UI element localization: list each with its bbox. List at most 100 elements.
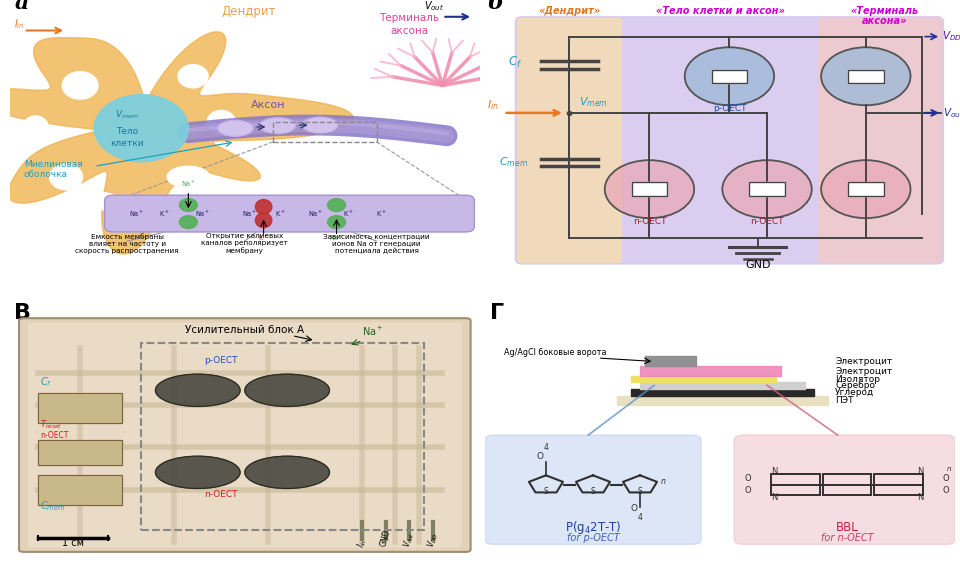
Text: Изолятор: Изолятор xyxy=(835,375,880,384)
Text: O: O xyxy=(943,474,949,483)
Circle shape xyxy=(821,47,910,105)
FancyBboxPatch shape xyxy=(105,195,474,232)
Bar xyxy=(848,182,884,196)
Text: ПЭТ: ПЭТ xyxy=(835,396,853,405)
FancyBboxPatch shape xyxy=(516,17,944,264)
Text: K$^+$: K$^+$ xyxy=(258,233,269,243)
Ellipse shape xyxy=(260,118,296,133)
Circle shape xyxy=(722,160,812,218)
Ellipse shape xyxy=(50,164,83,190)
Ellipse shape xyxy=(180,199,198,211)
Text: N: N xyxy=(917,467,924,476)
Bar xyxy=(37,440,123,465)
Bar xyxy=(37,393,123,423)
Text: Терминаль: Терминаль xyxy=(379,14,440,23)
Bar xyxy=(37,440,123,465)
Text: K$^+$: K$^+$ xyxy=(375,208,387,219)
Text: Углерод: Углерод xyxy=(835,388,875,397)
Text: for n-OECT: for n-OECT xyxy=(821,533,874,543)
Text: клетки: клетки xyxy=(110,140,144,149)
FancyBboxPatch shape xyxy=(29,323,461,547)
Text: Миелиновая
оболочка: Миелиновая оболочка xyxy=(24,159,83,179)
Circle shape xyxy=(605,160,694,218)
Ellipse shape xyxy=(327,199,346,211)
FancyBboxPatch shape xyxy=(485,435,701,545)
Ellipse shape xyxy=(180,216,198,228)
Text: Дендрит: Дендрит xyxy=(221,5,276,18)
Bar xyxy=(848,69,884,83)
Bar xyxy=(749,182,785,196)
Text: n-OECT: n-OECT xyxy=(204,490,238,499)
Text: n-OECT: n-OECT xyxy=(40,431,68,440)
Ellipse shape xyxy=(304,119,336,132)
Ellipse shape xyxy=(207,110,235,134)
Ellipse shape xyxy=(156,374,240,406)
Ellipse shape xyxy=(218,120,253,136)
Ellipse shape xyxy=(327,216,346,228)
Text: p-OECT: p-OECT xyxy=(712,104,746,113)
Ellipse shape xyxy=(94,94,188,162)
Ellipse shape xyxy=(167,166,209,188)
Text: «Дендрит»: «Дендрит» xyxy=(539,6,601,16)
Text: S: S xyxy=(543,487,548,496)
Text: O: O xyxy=(631,504,637,513)
Text: Ag/AgCl боковые ворота: Ag/AgCl боковые ворота xyxy=(504,349,607,358)
Text: $V_{mem}$: $V_{mem}$ xyxy=(579,95,608,109)
Text: Открытие калиевых
каналов реполяризует
мембрану: Открытие калиевых каналов реполяризует м… xyxy=(202,233,288,254)
Ellipse shape xyxy=(245,374,329,406)
Ellipse shape xyxy=(156,456,240,489)
Text: Na$^+$: Na$^+$ xyxy=(129,208,144,219)
Bar xyxy=(37,475,123,505)
Text: Электроцит: Электроцит xyxy=(835,357,893,366)
Bar xyxy=(848,69,884,83)
Text: BBL: BBL xyxy=(835,521,858,534)
Text: Электроцит: Электроцит xyxy=(835,367,893,376)
Text: Na$^+$: Na$^+$ xyxy=(180,179,196,189)
Text: P(g$_4$2T-T): P(g$_4$2T-T) xyxy=(564,519,621,536)
Text: «Терминаль: «Терминаль xyxy=(851,6,919,16)
Text: $C_{mem}$: $C_{mem}$ xyxy=(499,155,528,168)
Text: Na$^+$: Na$^+$ xyxy=(363,324,384,338)
Text: $I_{in}$: $I_{in}$ xyxy=(487,98,499,112)
Text: $V_{out}$: $V_{out}$ xyxy=(943,107,960,120)
Text: K$^+$: K$^+$ xyxy=(343,208,353,219)
Ellipse shape xyxy=(62,72,98,99)
Polygon shape xyxy=(0,32,353,254)
Bar xyxy=(616,396,828,405)
Text: Na$^+$: Na$^+$ xyxy=(329,233,345,243)
Text: S: S xyxy=(637,487,642,496)
Bar xyxy=(771,475,820,495)
Bar xyxy=(848,182,884,196)
Text: O: O xyxy=(537,451,543,460)
Text: Аксон: Аксон xyxy=(252,101,285,110)
Text: Серебро: Серебро xyxy=(835,381,876,390)
Text: 1 см: 1 см xyxy=(62,538,84,547)
Text: Емкость мембраны
влияет на частоту и
скорость распространения: Емкость мембраны влияет на частоту и ско… xyxy=(76,233,179,254)
Text: GND: GND xyxy=(745,260,770,271)
Bar xyxy=(632,182,667,196)
Text: N: N xyxy=(771,467,778,476)
Text: а: а xyxy=(14,0,29,14)
Bar xyxy=(640,382,804,389)
Bar xyxy=(711,69,747,83)
Circle shape xyxy=(684,47,774,105)
Circle shape xyxy=(821,160,910,218)
Text: 4: 4 xyxy=(543,443,548,452)
Text: $I_{in}$: $I_{in}$ xyxy=(14,18,25,31)
Text: GND: GND xyxy=(379,528,393,547)
Text: n-OECT: n-OECT xyxy=(751,216,783,225)
Ellipse shape xyxy=(255,213,272,228)
Text: O: O xyxy=(745,474,752,483)
Text: 4: 4 xyxy=(637,512,642,521)
Text: $T_{reset}$: $T_{reset}$ xyxy=(40,419,62,431)
Text: Усилительный блок А: Усилительный блок А xyxy=(185,325,304,335)
Bar xyxy=(711,69,747,83)
Text: $I_{in}$: $I_{in}$ xyxy=(355,537,370,549)
Text: Na$^+$: Na$^+$ xyxy=(307,208,324,219)
Text: В: В xyxy=(14,303,32,323)
Bar xyxy=(749,182,785,196)
Text: $C_f$: $C_f$ xyxy=(40,375,52,389)
Text: $_n$: $_n$ xyxy=(946,464,952,473)
FancyBboxPatch shape xyxy=(19,318,470,552)
Text: б: б xyxy=(487,0,503,14)
